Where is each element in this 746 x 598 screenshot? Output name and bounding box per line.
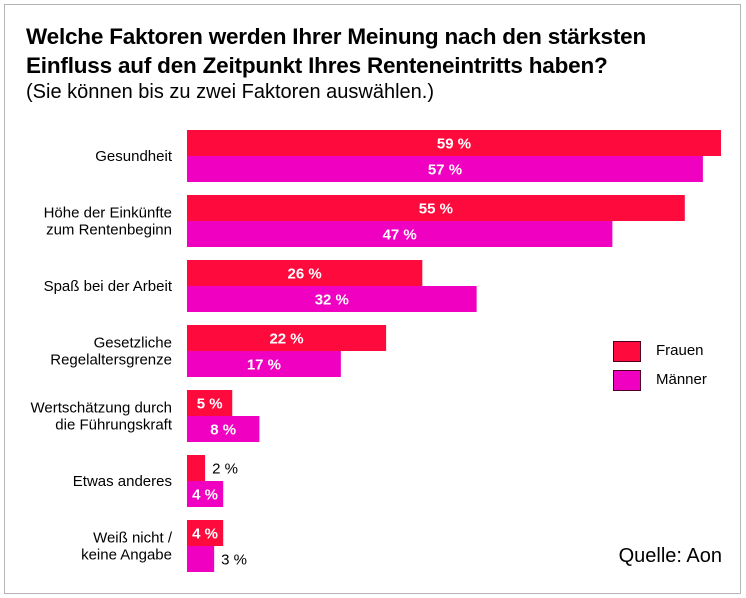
bar-maenner [187, 546, 215, 572]
category-label-line: Etwas anderes [73, 473, 172, 490]
category-label: Höhe der Einkünfte zum Rentenbeginn [44, 205, 172, 239]
bar-frauen [187, 325, 387, 351]
title-line-1: Welche Faktoren werden Ihrer Meinung nac… [26, 24, 646, 49]
category-label: Wertschätzung durch die Führungskraft [31, 400, 173, 434]
category-label: Etwas anderes [73, 473, 172, 490]
data-label: 22 % [269, 331, 303, 348]
category-label: Gesetzliche Regelaltersgrenze [50, 335, 172, 369]
legend-label-frauen: Frauen [656, 342, 704, 359]
source-note: Quelle: Aon [618, 545, 722, 567]
category-label-line: zum Rentenbeginn [46, 222, 172, 239]
bar-maenner [187, 286, 477, 312]
data-label: 57 % [428, 162, 462, 179]
data-label: 47 % [383, 227, 417, 244]
category-label-line: Höhe der Einkünfte [44, 205, 172, 222]
category-label-line: Gesundheit [95, 148, 173, 165]
bar-maenner [187, 351, 341, 377]
bar-frauen [187, 520, 224, 546]
chart-title: Welche Faktoren werden Ihrer Meinung nac… [26, 22, 741, 80]
title-line-2: Einfluss auf den Zeitpunkt Ihres Rentene… [26, 53, 608, 78]
data-label: 3 % [221, 552, 247, 569]
category-label-line: Gesetzliche [94, 335, 172, 352]
data-label: 8 % [210, 422, 236, 439]
bar-maenner [187, 221, 613, 247]
category-label-line: Weiß nicht / [93, 530, 173, 547]
bar-frauen [187, 455, 206, 481]
bar-maenner [187, 156, 703, 182]
data-label: 4 % [192, 487, 218, 504]
category-label: Gesundheit [95, 148, 173, 165]
data-label: 55 % [419, 201, 453, 218]
legend-swatch-frauen [613, 341, 641, 362]
data-label: 26 % [288, 266, 322, 283]
category-label-line: die Führungskraft [55, 417, 173, 434]
category-label-line: Wertschätzung durch [31, 400, 172, 417]
bar-frauen [187, 130, 721, 156]
data-label: 2 % [212, 461, 238, 478]
data-label: 5 % [197, 396, 223, 413]
data-label: 59 % [437, 136, 471, 153]
category-label-line: keine Angabe [81, 547, 172, 564]
bar-maenner [187, 416, 260, 442]
bar-maenner [187, 481, 224, 507]
bar-frauen [187, 260, 423, 286]
category-label-line: Regelaltersgrenze [50, 352, 172, 369]
legend-label-maenner: Männer [656, 371, 707, 388]
data-label: 32 % [315, 292, 349, 309]
legend-swatch-maenner [613, 370, 641, 391]
bar-frauen [187, 195, 685, 221]
data-label: 4 % [192, 526, 218, 543]
category-label-line: Spaß bei der Arbeit [44, 278, 173, 295]
category-label: Weiß nicht / keine Angabe [81, 530, 173, 564]
bar-frauen [187, 390, 233, 416]
category-label: Spaß bei der Arbeit [44, 278, 173, 295]
chart-subtitle: (Sie können bis zu zwei Faktoren auswähl… [26, 81, 434, 103]
data-label: 17 % [247, 357, 281, 374]
